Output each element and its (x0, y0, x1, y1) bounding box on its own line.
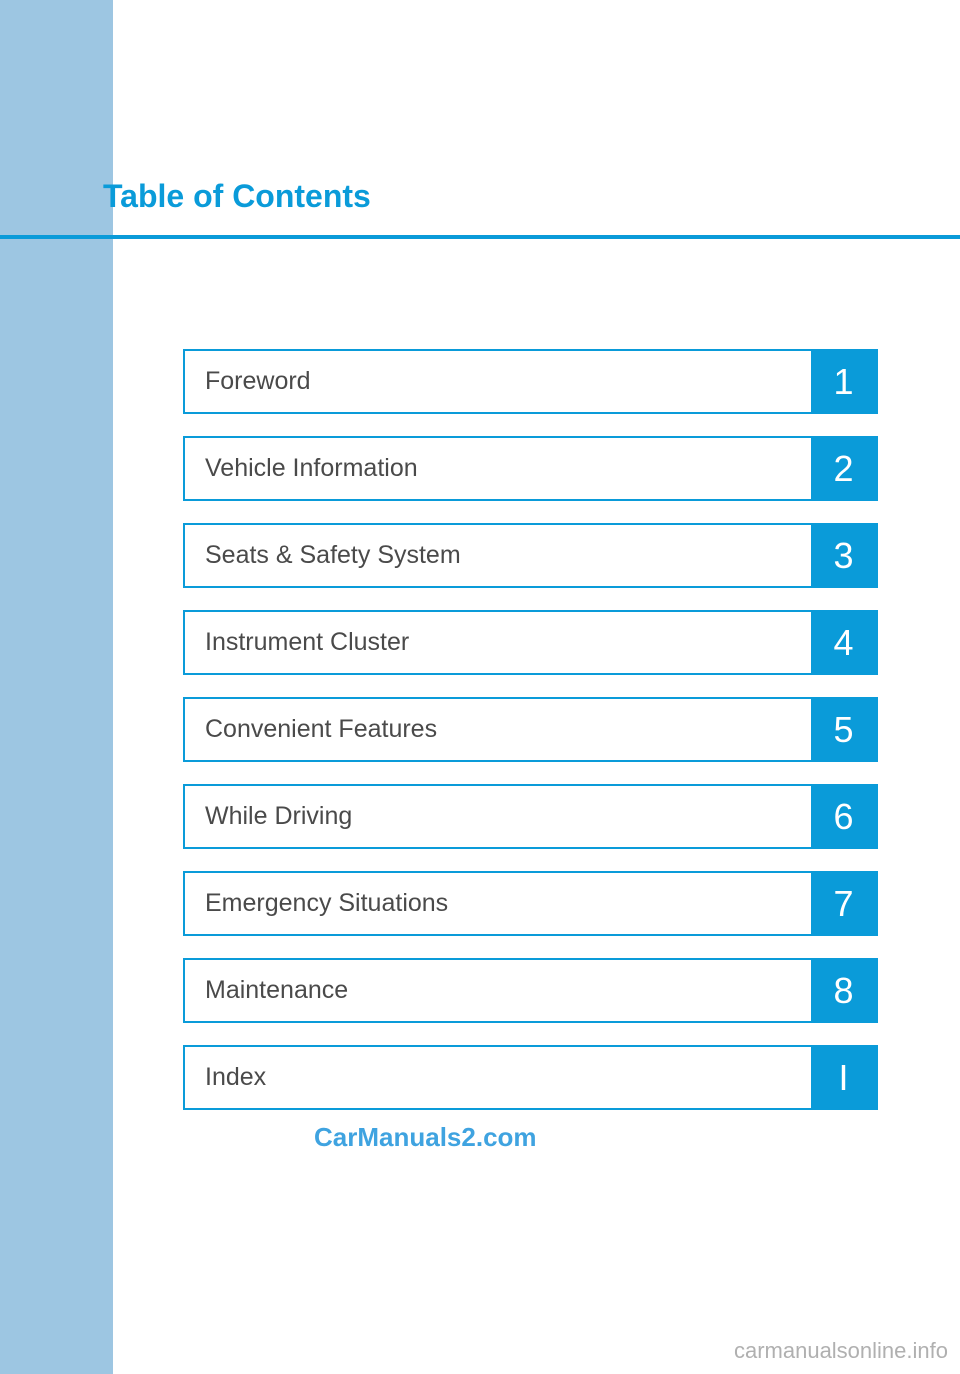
toc-item-index[interactable]: Index I (183, 1045, 878, 1110)
toc-item-number: 4 (811, 612, 876, 673)
toc-item-number: 1 (811, 351, 876, 412)
toc-item-convenient-features[interactable]: Convenient Features 5 (183, 697, 878, 762)
left-sidebar (0, 0, 113, 1374)
watermark-center: CarManuals2.com (314, 1122, 537, 1153)
toc-item-number: 8 (811, 960, 876, 1021)
toc-item-label: Maintenance (185, 960, 811, 1021)
toc-item-number: I (811, 1047, 876, 1108)
toc-item-maintenance[interactable]: Maintenance 8 (183, 958, 878, 1023)
toc-item-number: 2 (811, 438, 876, 499)
toc-item-label: Vehicle Information (185, 438, 811, 499)
toc-item-number: 3 (811, 525, 876, 586)
toc-item-number: 7 (811, 873, 876, 934)
page-title: Table of Contents (103, 0, 960, 235)
title-divider (0, 235, 960, 239)
toc-item-label: While Driving (185, 786, 811, 847)
toc-item-label: Convenient Features (185, 699, 811, 760)
toc-item-number: 6 (811, 786, 876, 847)
toc-item-vehicle-information[interactable]: Vehicle Information 2 (183, 436, 878, 501)
toc-item-while-driving[interactable]: While Driving 6 (183, 784, 878, 849)
toc-item-label: Foreword (185, 351, 811, 412)
toc-item-label: Instrument Cluster (185, 612, 811, 673)
toc-item-label: Emergency Situations (185, 873, 811, 934)
toc-item-instrument-cluster[interactable]: Instrument Cluster 4 (183, 610, 878, 675)
toc-item-number: 5 (811, 699, 876, 760)
toc-item-seats-safety[interactable]: Seats & Safety System 3 (183, 523, 878, 588)
toc-item-label: Index (185, 1047, 811, 1108)
toc-item-foreword[interactable]: Foreword 1 (183, 349, 878, 414)
content-area: Table of Contents Foreword 1 Vehicle Inf… (113, 0, 960, 1374)
toc-item-emergency-situations[interactable]: Emergency Situations 7 (183, 871, 878, 936)
watermark-bottom: carmanualsonline.info (734, 1338, 948, 1364)
toc-item-label: Seats & Safety System (185, 525, 811, 586)
toc-list: Foreword 1 Vehicle Information 2 Seats &… (183, 349, 878, 1110)
